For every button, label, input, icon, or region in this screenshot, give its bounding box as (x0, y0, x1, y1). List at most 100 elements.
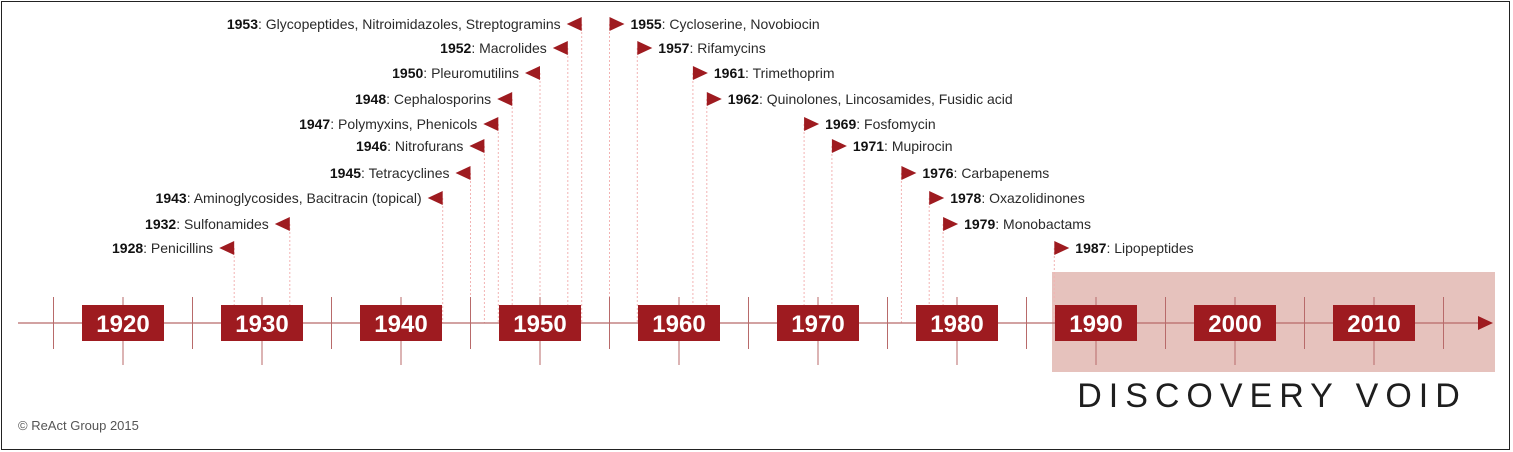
event-year: 1955 (631, 16, 662, 32)
antibiotic-class-events: 1953: Glycopeptides, Nitroimidazoles, St… (112, 16, 1194, 256)
event-1976: 1976: Carbapenems (901, 165, 1049, 181)
event-classes: : Penicillins (143, 240, 213, 256)
decade-label: 1930 (235, 311, 288, 338)
decade-box (1333, 305, 1415, 341)
event-classes: : Cycloserine, Novobiocin (662, 16, 820, 32)
decade-label: 1990 (1069, 311, 1122, 338)
event-pointer-icon (943, 217, 959, 231)
event-classes: : Aminoglycosides, Bacitracin (topical) (187, 190, 422, 206)
event-classes: : Tetracyclines (361, 165, 449, 181)
event-1978: 1978: Oxazolidinones (929, 190, 1085, 206)
event-pointer-icon (692, 66, 708, 80)
event-pointer-icon (804, 117, 820, 131)
event-pointer-icon (497, 92, 513, 106)
event-label: 1943: Aminoglycosides, Bacitracin (topic… (156, 190, 422, 206)
event-label: 1971: Mupirocin (853, 138, 953, 154)
event-year: 1987 (1075, 240, 1106, 256)
event-pointer-icon (469, 139, 485, 153)
event-year: 1978 (950, 190, 981, 206)
event-classes: : Pleuromutilins (423, 65, 519, 81)
event-pointer-icon (609, 17, 625, 31)
event-classes: : Quinolones, Lincosamides, Fusidic acid (759, 91, 1013, 107)
event-pointer-icon (831, 139, 847, 153)
event-year: 1928 (112, 240, 143, 256)
event-1962: 1962: Quinolones, Lincosamides, Fusidic … (706, 91, 1013, 107)
event-pointer-icon (427, 191, 443, 205)
event-classes: : Trimethoprim (745, 65, 834, 81)
event-1952: 1952: Macrolides (440, 40, 568, 56)
event-1955: 1955: Cycloserine, Novobiocin (609, 16, 820, 32)
event-year: 1948 (355, 91, 386, 107)
decade-label: 2000 (1208, 311, 1261, 338)
decade-box (1055, 305, 1137, 341)
event-year: 1947 (299, 116, 330, 132)
decade-label: 1950 (513, 311, 566, 338)
decade-label: 1980 (930, 311, 983, 338)
event-label: 1957: Rifamycins (658, 40, 765, 56)
decade-box (638, 305, 720, 341)
event-classes: : Polymyxins, Phenicols (330, 116, 477, 132)
event-label: 1932: Sulfonamides (145, 216, 269, 232)
event-classes: : Mupirocin (884, 138, 952, 154)
decade-label: 1970 (791, 311, 844, 338)
decade-label: 2010 (1347, 311, 1400, 338)
decade-box (82, 305, 164, 341)
event-year: 1943 (156, 190, 187, 206)
event-pointer-icon (566, 17, 582, 31)
event-label: 1987: Lipopeptides (1075, 240, 1193, 256)
event-year: 1946 (356, 138, 387, 154)
event-1950: 1950: Pleuromutilins (392, 65, 540, 81)
decade-box (221, 305, 303, 341)
event-year: 1962 (728, 91, 759, 107)
event-1947: 1947: Polymyxins, Phenicols (299, 116, 499, 132)
event-classes: : Oxazolidinones (981, 190, 1085, 206)
event-year: 1969 (825, 116, 856, 132)
event-pointer-icon (274, 217, 290, 231)
event-classes: : Carbapenems (954, 165, 1050, 181)
decade-label: 1960 (652, 311, 705, 338)
copyright-credit: © ReAct Group 2015 (18, 418, 139, 433)
event-label: 1947: Polymyxins, Phenicols (299, 116, 477, 132)
event-label: 1961: Trimethoprim (714, 65, 835, 81)
event-label: 1976: Carbapenems (922, 165, 1049, 181)
decade-labels: 1920 1930 1940 1950 1960 1970 1980 1990 2000 2010 (82, 305, 1415, 341)
event-label: 1953: Glycopeptides, Nitroimidazoles, St… (227, 16, 561, 32)
event-year: 1945 (330, 165, 361, 181)
event-classes: : Lipopeptides (1106, 240, 1193, 256)
decade-label: 1920 (96, 311, 149, 338)
event-label: 1950: Pleuromutilins (392, 65, 519, 81)
event-label: 1955: Cycloserine, Novobiocin (631, 16, 820, 32)
event-1957: 1957: Rifamycins (637, 40, 766, 56)
event-pointer-icon (455, 166, 471, 180)
event-year: 1971 (853, 138, 884, 154)
event-pointer-icon (901, 166, 917, 180)
event-classes: : Rifamycins (689, 40, 765, 56)
event-label: 1978: Oxazolidinones (950, 190, 1085, 206)
event-year: 1976 (922, 165, 953, 181)
event-classes: : Glycopeptides, Nitroimidazoles, Strept… (258, 16, 561, 32)
decade-box (360, 305, 442, 341)
event-year: 1932 (145, 216, 176, 232)
event-pointer-icon (929, 191, 945, 205)
axis-arrow-icon (1478, 316, 1493, 330)
event-1953: 1953: Glycopeptides, Nitroimidazoles, St… (227, 16, 582, 32)
event-pointer-icon (706, 92, 722, 106)
event-label: 1969: Fosfomycin (825, 116, 936, 132)
event-year: 1979 (964, 216, 995, 232)
event-pointer-icon (483, 117, 499, 131)
decade-box (916, 305, 998, 341)
event-pointer-icon (1054, 241, 1070, 255)
event-1961: 1961: Trimethoprim (692, 65, 835, 81)
event-classes: : Nitrofurans (387, 138, 463, 154)
event-label: 1962: Quinolones, Lincosamides, Fusidic … (728, 91, 1013, 107)
event-label: 1946: Nitrofurans (356, 138, 463, 154)
event-year: 1961 (714, 65, 745, 81)
event-label: 1945: Tetracyclines (330, 165, 450, 181)
event-1979: 1979: Monobactams (943, 216, 1091, 232)
event-classes: : Cephalosporins (386, 91, 491, 107)
event-1943: 1943: Aminoglycosides, Bacitracin (topic… (156, 190, 443, 206)
event-year: 1953 (227, 16, 258, 32)
event-label: 1928: Penicillins (112, 240, 213, 256)
event-label: 1952: Macrolides (440, 40, 547, 56)
